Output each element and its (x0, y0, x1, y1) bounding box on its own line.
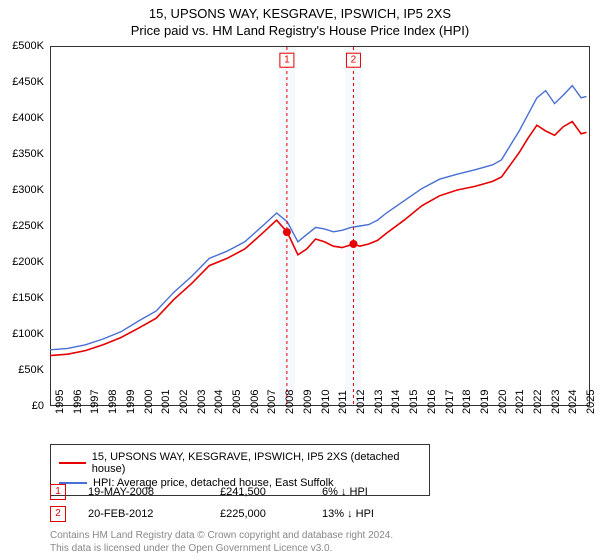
x-tick-label: 2005 (231, 390, 243, 414)
x-tick-label: 2001 (160, 390, 172, 414)
svg-text:1: 1 (284, 55, 290, 66)
chart-title-address: 15, UPSONS WAY, KESGRAVE, IPSWICH, IP5 2… (0, 6, 600, 21)
y-tick-label: £300K (12, 184, 44, 196)
x-tick-label: 2003 (196, 390, 208, 414)
event-date: 19-MAY-2008 (88, 486, 198, 498)
x-tick-label: 2007 (266, 390, 278, 414)
title-block: 15, UPSONS WAY, KESGRAVE, IPSWICH, IP5 2… (0, 0, 600, 38)
x-tick-label: 2012 (355, 390, 367, 414)
y-tick-label: £200K (12, 256, 44, 268)
plot-svg: 12 (50, 46, 590, 406)
x-tick-label: 2013 (373, 390, 385, 414)
event-row: 2 20-FEB-2012 £225,000 13% ↓ HPI (50, 506, 590, 522)
x-tick-label: 2008 (284, 390, 296, 414)
x-tick-label: 2023 (550, 390, 562, 414)
legend-label: 15, UPSONS WAY, KESGRAVE, IPSWICH, IP5 2… (92, 451, 421, 475)
chart-container: 15, UPSONS WAY, KESGRAVE, IPSWICH, IP5 2… (0, 0, 600, 560)
x-tick-label: 2018 (461, 390, 473, 414)
event-price: £241,500 (220, 486, 300, 498)
x-tick-label: 2009 (302, 390, 314, 414)
attribution: Contains HM Land Registry data © Crown c… (50, 530, 590, 555)
x-tick-label: 2021 (514, 390, 526, 414)
event-price: £225,000 (220, 508, 300, 520)
event-marker: 2 (50, 506, 66, 522)
x-tick-label: 2006 (249, 390, 261, 414)
event-marker: 1 (50, 484, 66, 500)
y-tick-label: £500K (12, 40, 44, 52)
event-table: 1 19-MAY-2008 £241,500 6% ↓ HPI 2 20-FEB-2012… (50, 484, 590, 528)
legend-swatch (59, 462, 86, 464)
x-tick-label: 2002 (178, 390, 190, 414)
x-tick-label: 2020 (497, 390, 509, 414)
x-tick-label: 2014 (390, 390, 402, 414)
event-date: 20-FEB-2012 (88, 508, 198, 520)
event-note: 6% ↓ HPI (322, 486, 368, 498)
x-tick-label: 2015 (408, 390, 420, 414)
y-tick-label: £50K (18, 364, 44, 376)
chart-subtitle: Price paid vs. HM Land Registry's House … (0, 23, 600, 38)
y-tick-label: £250K (12, 220, 44, 232)
legend-item: 15, UPSONS WAY, KESGRAVE, IPSWICH, IP5 2… (59, 451, 421, 475)
x-tick-label: 2024 (567, 390, 579, 414)
x-tick-label: 2011 (337, 390, 349, 414)
x-tick-label: 2025 (585, 390, 597, 414)
x-tick-label: 2017 (444, 390, 456, 414)
x-tick-label: 2000 (143, 390, 155, 414)
svg-text:2: 2 (351, 55, 357, 66)
y-tick-label: £0 (32, 400, 44, 412)
x-tick-label: 1998 (107, 390, 119, 414)
event-row: 1 19-MAY-2008 £241,500 6% ↓ HPI (50, 484, 590, 500)
x-tick-label: 2022 (532, 390, 544, 414)
y-tick-label: £150K (12, 292, 44, 304)
x-tick-label: 2019 (479, 390, 491, 414)
chart-area: 12 £0£50K£100K£150K£200K£250K£300K£350K£… (50, 46, 590, 406)
x-tick-label: 2016 (426, 390, 438, 414)
y-tick-label: £350K (12, 148, 44, 160)
y-tick-label: £450K (12, 76, 44, 88)
x-tick-label: 1999 (125, 390, 137, 414)
x-tick-label: 2010 (320, 390, 332, 414)
event-note: 13% ↓ HPI (322, 508, 374, 520)
attribution-line2: This data is licensed under the Open Gov… (50, 543, 590, 556)
x-tick-label: 2004 (213, 390, 225, 414)
x-tick-label: 1995 (54, 390, 66, 414)
y-tick-label: £100K (12, 328, 44, 340)
x-tick-label: 1997 (89, 390, 101, 414)
y-tick-label: £400K (12, 112, 44, 124)
x-tick-label: 1996 (72, 390, 84, 414)
attribution-line1: Contains HM Land Registry data © Crown c… (50, 530, 590, 543)
